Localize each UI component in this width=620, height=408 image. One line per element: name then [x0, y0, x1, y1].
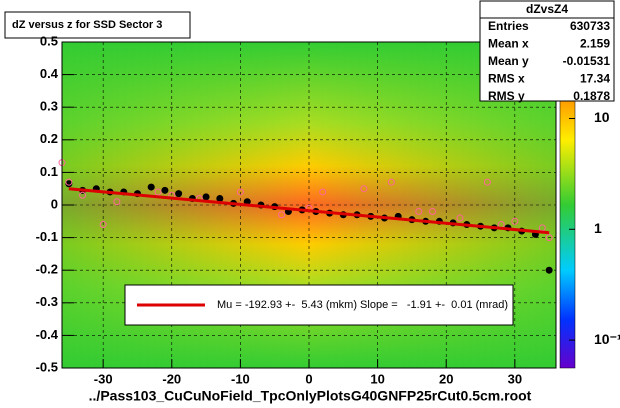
x-tick-label: 30	[508, 371, 522, 386]
x-tick-label: 20	[439, 371, 453, 386]
legend-label: Mu = -192.93 +- 5.43 (mkm) Slope = -1.91…	[217, 299, 508, 311]
profile-point	[216, 194, 224, 202]
y-tick-label: 0.5	[40, 33, 58, 48]
y-tick-label: 0.4	[40, 66, 59, 81]
outlier-point	[65, 178, 73, 186]
x-axis-label: ../Pass103_CuCuNoField_TpcOnlyPlotsG40GN…	[89, 388, 532, 404]
outlier-point	[387, 178, 395, 186]
outlier-point	[236, 188, 244, 196]
outlier-point	[154, 188, 162, 196]
profile-point	[161, 186, 169, 194]
outlier-point	[456, 214, 464, 222]
z-tick-label: 10⁻¹	[594, 331, 620, 347]
outlier-point	[545, 234, 553, 242]
stats-value: 630733	[570, 19, 610, 33]
y-tick-label: -0.4	[36, 327, 59, 342]
outlier-point	[429, 208, 436, 216]
outlier-point	[319, 188, 327, 196]
y-tick-label: 0.2	[40, 131, 58, 146]
x-tick-label: 0	[305, 371, 312, 386]
outlier-point	[511, 217, 519, 225]
outlier-point	[483, 178, 491, 186]
profile-point	[202, 193, 210, 201]
profile-point	[545, 266, 553, 274]
y-tick-label: -0.3	[36, 294, 58, 309]
y-tick-label: 0	[51, 196, 58, 211]
stats-name: Mean y	[488, 54, 529, 68]
x-tick-label: -20	[162, 371, 181, 386]
x-tick-label: 10	[370, 371, 384, 386]
title-box	[4, 11, 191, 39]
y-tick-label: 0.1	[40, 164, 58, 179]
y-tick-label: 0.3	[40, 99, 58, 114]
stats-name: RMS y	[488, 89, 525, 103]
y-tick-label: -0.5	[36, 359, 58, 374]
outlier-point	[278, 211, 286, 219]
stats-name: Entries	[488, 19, 529, 33]
y-tick-label: -0.1	[36, 229, 58, 244]
outlier-point	[360, 185, 368, 193]
x-tick-label: -10	[231, 371, 250, 386]
outlier-point	[113, 198, 121, 206]
stats-name: Mean x	[488, 37, 529, 51]
profile-point	[147, 183, 155, 191]
outlier-point	[79, 191, 87, 199]
outlier-point	[415, 208, 423, 216]
stats-value: -0.01531	[563, 54, 611, 68]
profile-point	[65, 180, 73, 188]
z-tick-label: 10	[594, 109, 610, 125]
y-tick-label: -0.2	[36, 262, 58, 277]
z-tick-label: 1	[594, 220, 602, 236]
chart-title: dZ versus z for SSD Sector 3	[12, 19, 162, 31]
outlier-point	[99, 221, 107, 229]
x-tick-label: -30	[94, 371, 113, 386]
stats-value: 2.159	[580, 37, 610, 51]
stats-name: RMS x	[488, 72, 525, 86]
stats-value: 0.1878	[573, 89, 610, 103]
stats-value: 17.34	[580, 72, 610, 86]
fit-line	[68, 187, 550, 235]
profile-point	[175, 190, 183, 198]
stats-title: dZvsZ4	[526, 2, 568, 16]
